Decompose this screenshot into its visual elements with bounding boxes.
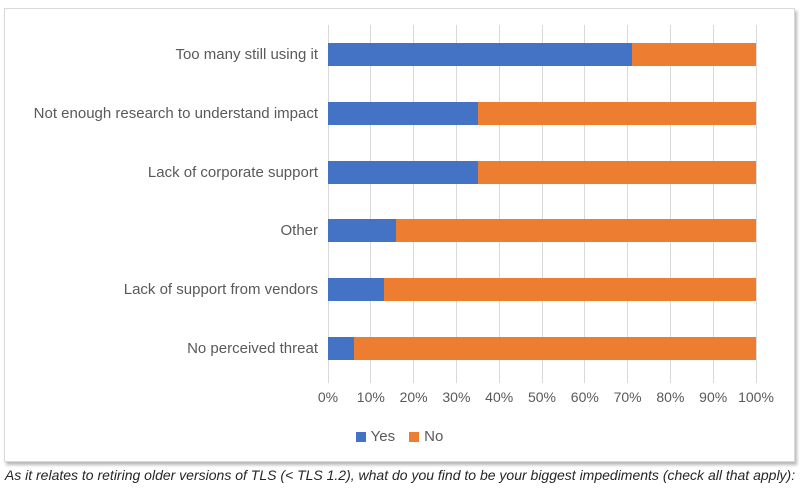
plot-area [327, 25, 757, 383]
bar-row [328, 278, 756, 302]
x-tick-label: 80% [656, 389, 685, 405]
legend-label: Yes [370, 428, 396, 445]
x-tick-label: 40% [485, 389, 514, 405]
legend-swatch-icon [409, 431, 420, 442]
gridline [455, 25, 457, 383]
x-tick-label: 50% [527, 389, 557, 405]
legend-swatch-icon [355, 431, 366, 442]
x-tick-label: 70% [613, 389, 642, 405]
legend-item-no: No [409, 428, 443, 445]
bar-row [328, 42, 756, 66]
bar-segment-no [396, 219, 756, 243]
value-axis: 0% 10% 20% 30% 40% 50% 60% 70% 80% 90% 100% [318, 387, 774, 405]
bar-segment-no [477, 160, 756, 184]
gridline [541, 25, 543, 383]
bar-segment-yes [328, 42, 632, 66]
x-tick-label: 60% [570, 389, 599, 405]
bar-segment-yes [328, 219, 397, 243]
bar-segment-yes [328, 337, 354, 361]
gridline [327, 25, 329, 383]
legend-item-yes: Yes [355, 428, 396, 445]
chart-legend: Yes No [5, 428, 794, 445]
bar-segment-no [631, 42, 756, 66]
category-label: No perceived threat [187, 340, 318, 358]
bar-row [328, 101, 756, 125]
category-label: Lack of corporate support [147, 163, 318, 181]
gridline [584, 25, 586, 383]
x-tick-label: 20% [399, 389, 428, 405]
category-label: Lack of support from vendors [123, 281, 318, 299]
bar-segment-yes [328, 160, 478, 184]
category-label: Other [280, 222, 318, 240]
bar-segment-no [477, 101, 756, 125]
bar-segment-no [383, 278, 756, 302]
gridline [755, 25, 757, 383]
legend-label: No [424, 428, 444, 445]
gridline [498, 25, 500, 383]
category-label: Too many still using it [175, 45, 318, 63]
x-tick-label: 10% [356, 389, 385, 405]
bar-row [328, 160, 756, 184]
bar-segment-yes [328, 101, 478, 125]
bar-segment-yes [328, 278, 384, 302]
gridline [669, 25, 671, 383]
gridline [712, 25, 714, 383]
bar-segment-no [353, 337, 756, 361]
gridline [413, 25, 415, 383]
category-label: Not enough research to understand impact [33, 104, 318, 122]
chart-container: Too many still using it Not enough resear… [4, 8, 795, 462]
x-tick-label: 90% [699, 389, 728, 405]
bar-row [328, 219, 756, 243]
category-axis: Too many still using it Not enough resear… [5, 25, 318, 378]
x-tick-label: 100% [738, 389, 774, 405]
gridline [370, 25, 372, 383]
bar-row [328, 337, 756, 361]
gridline [627, 25, 629, 383]
x-tick-label: 30% [442, 389, 471, 405]
figure-caption: As it relates to retiring older versions… [4, 467, 796, 483]
x-tick-label: 0% [317, 389, 339, 405]
